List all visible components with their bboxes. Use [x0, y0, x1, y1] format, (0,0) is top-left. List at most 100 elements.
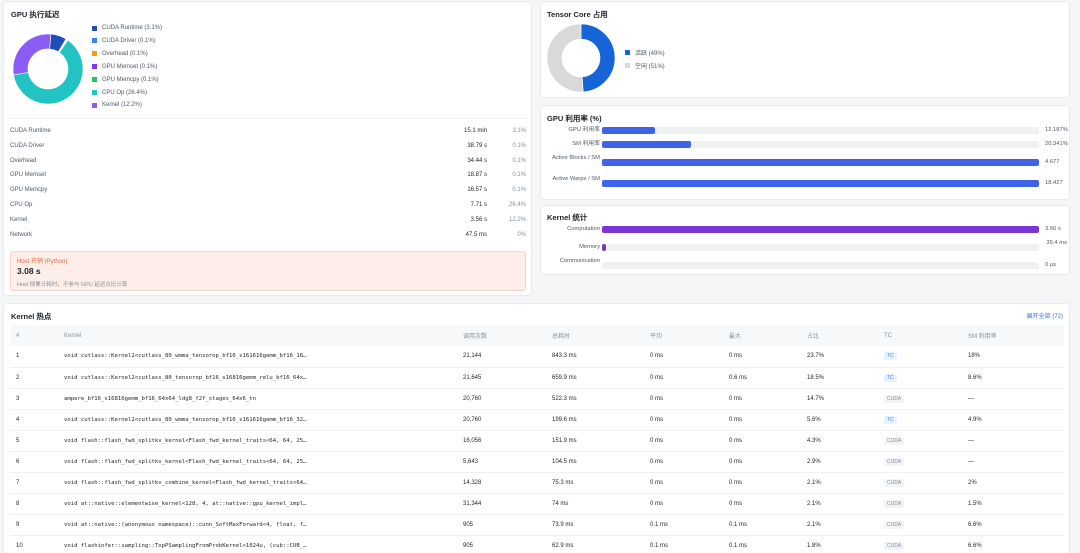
kernel-stats-bar-value: 35.4 ms [1046, 240, 1067, 246]
column-header[interactable]: # [10, 325, 58, 346]
table-cell: — [962, 388, 1064, 410]
kernel-stats-bar-fill [602, 244, 607, 251]
gpu-util-title: GPU 利用率 (%) [547, 114, 602, 123]
stat-value: 7.71 s [470, 202, 487, 208]
table-row[interactable]: 3 ampere_bf16_s16816gemm_bf16_64x64_ldg8_… [10, 388, 1064, 410]
legend-label: Overhead (0.1%) [102, 50, 148, 57]
stat-label: CUDA Runtime [10, 128, 51, 134]
legend-swatch [92, 51, 97, 57]
stat-label: Kernel [10, 216, 28, 223]
table-row[interactable]: 4 void cutlass::Kernel2<cutlass_80_wmma_t… [10, 409, 1064, 431]
table-cell: 199.6 ms [546, 409, 644, 431]
table-cell: 31,344 [457, 493, 546, 515]
table-row[interactable]: 5 void flash::flash_fwd_splitkv_kernel<Fl… [10, 430, 1064, 452]
table-cell: CUDA [878, 493, 962, 515]
table-cell: void at::native::elementwise_kernel<128,… [58, 493, 457, 515]
table-cell: 4 [10, 409, 58, 431]
legend-label: 空闲 (51%) [635, 64, 665, 70]
table-cell: 0 ms [723, 388, 801, 410]
table-cell: 1.5% [962, 493, 1064, 515]
stat-percent: 0.1% [512, 172, 526, 179]
table-cell: 0.6 ms [723, 367, 801, 389]
column-header[interactable]: 总耗时 [546, 325, 644, 346]
column-header[interactable]: 占比 [801, 325, 878, 346]
gpu-util-bar-label: GPU 利用率 [568, 127, 600, 133]
stat-percent: 0.1% [512, 187, 526, 194]
tc-badge: CUDA [884, 478, 905, 487]
legend-swatch [625, 63, 630, 68]
table-row[interactable]: 1 void cutlass::Kernel2<cutlass_80_wmma_t… [10, 346, 1064, 368]
table-cell: 0.1 ms [723, 535, 801, 553]
table-cell: — [962, 451, 1064, 473]
table-cell: 0 ms [723, 451, 801, 473]
table-cell: 20,760 [457, 409, 546, 431]
tc-badge: TC [884, 373, 897, 382]
table-cell: 9 [10, 514, 58, 536]
stat-percent: 0.1% [512, 157, 526, 164]
table-row[interactable]: 10 void flashinfer::sampling::TopPSamplin… [10, 535, 1064, 553]
tensor-core-title: Tensor Core 占用 [547, 10, 608, 19]
table-row[interactable]: 7 void flash::flash_fwd_splitkv_combine_k… [10, 472, 1064, 494]
stat-row: Kernel 3.56 s 12.2% [10, 213, 527, 228]
table-cell: CUDA [878, 451, 962, 473]
kernel-stats-bar-value: 3.56 s [1045, 226, 1061, 232]
table-cell: CUDA [878, 514, 962, 536]
table-cell: 5 [10, 430, 58, 452]
kernel-stats-bar-track [602, 226, 1039, 233]
table-cell: 2 [10, 367, 58, 389]
table-cell: 6.6% [962, 535, 1064, 553]
column-header[interactable]: SM 利用率 [962, 325, 1064, 346]
table-cell: ampere_bf16_s16816gemm_bf16_64x64_ldg8_f… [58, 388, 457, 410]
stat-row: CPU Op 7.71 s 26.4% [10, 198, 527, 213]
table-row[interactable]: 6 void flash::flash_fwd_splitkv_kernel<Fl… [10, 451, 1064, 473]
legend-swatch [92, 38, 97, 44]
tc-badge: CUDA [884, 436, 905, 445]
table-cell: 4.3% [801, 430, 878, 452]
tc-badge: CUDA [884, 520, 905, 529]
kernel-stats-bar-track [602, 244, 1039, 251]
kernel-stats-bar-label: Communication [559, 258, 600, 264]
legend-label: GPU Memset (0.1%) [102, 63, 158, 70]
legend-item: Overhead (0.1%) [92, 51, 148, 57]
host-overhead-box: Host 开销 (Python) 3.08 s Host 侧累计耗时，不参与 G… [10, 251, 526, 291]
gpu-util-bar-label: Active Blocks / SM [552, 155, 600, 161]
table-cell: 0.1 ms [723, 514, 801, 536]
stat-value: 3.56 s [470, 216, 487, 223]
table-cell: TC [878, 409, 962, 431]
table-cell: 8.6% [962, 367, 1064, 389]
kernel-stats-bar-value: 0 μs [1045, 262, 1057, 268]
table-cell: 10 [10, 535, 58, 553]
stat-value: 16.57 s [467, 187, 487, 194]
kernel-stats-title: Kernel 统计 [547, 213, 588, 222]
table-row[interactable]: 8 void at::native::elementwise_kernel<128… [10, 493, 1064, 515]
host-overhead-title: Host 开销 (Python) [17, 259, 68, 265]
legend-label: 活跃 (49%) [635, 51, 665, 57]
tc-badge: CUDA [884, 541, 905, 550]
table-cell: 2.1% [801, 472, 878, 494]
stat-percent: 26.4% [508, 202, 526, 208]
legend-swatch [92, 102, 97, 108]
table-row[interactable]: 2 void cutlass::Kernel2<cutlass_80_tensor… [10, 367, 1064, 389]
table-cell: 0 ms [723, 493, 801, 515]
table-cell: 3 [10, 388, 58, 410]
table-cell: 522.3 ms [546, 388, 644, 410]
table-cell: 659.9 ms [546, 367, 644, 389]
expand-all-link[interactable]: 展开全部 (72) [1026, 314, 1063, 320]
stat-percent: 0% [517, 231, 526, 238]
column-header[interactable]: 最大 [723, 325, 801, 346]
stat-row: CUDA Runtime 15.1 min 3.1% [10, 124, 527, 139]
gpu-util-bar-track [602, 180, 1039, 187]
column-header[interactable]: 调用次数 [457, 325, 546, 346]
table-cell: 151.9 ms [546, 430, 644, 452]
stat-label: Network [10, 231, 33, 238]
legend-swatch [92, 25, 97, 31]
column-header[interactable]: 平均 [644, 325, 723, 346]
gpu-latency-card: GPU 执行延迟 CUDA Runtime (3.1%) CUDA Driver … [3, 1, 532, 296]
column-header[interactable]: TC [878, 325, 962, 346]
gpu-util-bar-label: SM 利用率 [572, 141, 600, 147]
legend-item: 空闲 (51%) [625, 61, 665, 70]
table-row[interactable]: 9 void at::native::(anonymous namespace):… [10, 514, 1064, 536]
legend-label: CUDA Driver (0.1%) [102, 37, 156, 44]
column-header[interactable]: Kernel [58, 325, 457, 346]
table-cell: void at::native::(anonymous namespace)::… [58, 514, 457, 536]
